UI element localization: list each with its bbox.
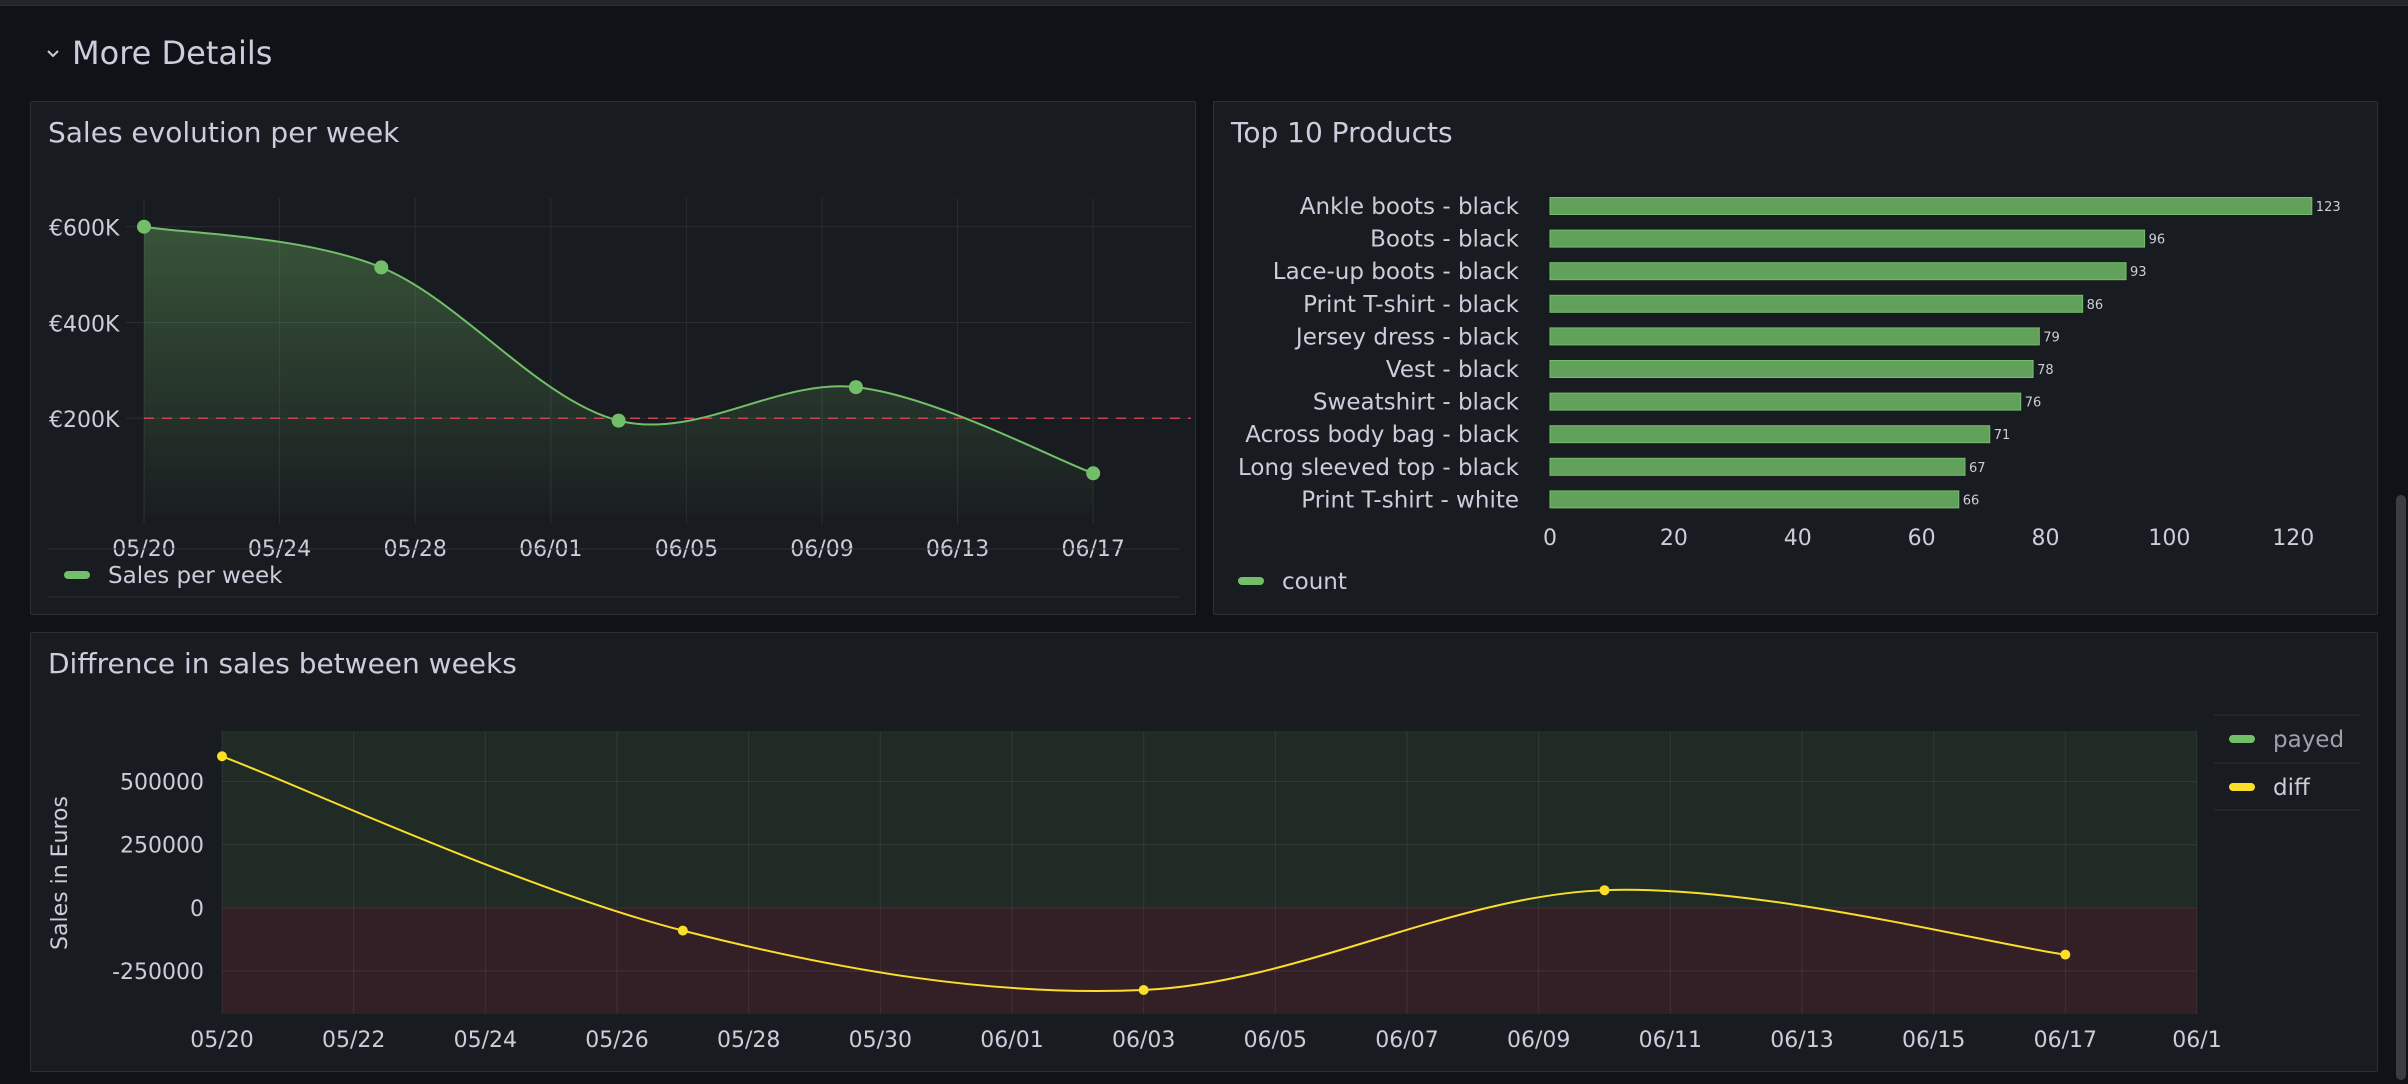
panel-top-products: Top 10 Products Ankle boots - black 123 Bo… bbox=[1213, 101, 2378, 615]
bar-value-label: 86 bbox=[2087, 298, 2104, 313]
top-bar bbox=[0, 0, 2408, 6]
y-tick-label: €600K bbox=[49, 217, 120, 242]
x-tick-label: 06/15 bbox=[1902, 1028, 1965, 1053]
bar bbox=[1549, 490, 1960, 509]
bar bbox=[1549, 294, 2084, 313]
x-tick-label: 06/01 bbox=[980, 1028, 1043, 1053]
x-tick-label: 40 bbox=[1784, 526, 1812, 551]
section-title: More Details bbox=[72, 34, 273, 72]
x-tick-label: 06/05 bbox=[1244, 1028, 1307, 1053]
x-tick-label: 06/13 bbox=[1770, 1028, 1833, 1053]
bar-value-label: 123 bbox=[2316, 200, 2341, 215]
bar bbox=[1549, 262, 2127, 281]
data-point bbox=[217, 751, 227, 762]
data-point bbox=[677, 925, 688, 936]
top-products-chart: Ankle boots - black 123 Boots - black 96 Lac… bbox=[1238, 194, 2341, 595]
x-tick-label: 05/22 bbox=[322, 1028, 385, 1053]
y-tick-label: €200K bbox=[49, 408, 120, 433]
x-tick-label: 06/1 bbox=[2172, 1028, 2221, 1053]
legend-label: count bbox=[1282, 569, 1347, 595]
bar-value-label: 96 bbox=[2149, 233, 2166, 248]
x-tick-label: 100 bbox=[2148, 526, 2190, 551]
category-label: Ankle boots - black bbox=[1300, 194, 1520, 220]
x-tick-label: 05/20 bbox=[190, 1028, 253, 1053]
category-label: Jersey dress - black bbox=[1294, 324, 1520, 350]
x-tick-label: 05/26 bbox=[585, 1028, 648, 1053]
bar bbox=[1549, 197, 2313, 215]
bar bbox=[1549, 327, 2040, 346]
category-label: Print T-shirt - black bbox=[1303, 292, 1520, 318]
data-point bbox=[374, 260, 389, 275]
x-tick-label: 80 bbox=[2031, 526, 2059, 551]
bar-value-label: 79 bbox=[2043, 330, 2060, 345]
category-label: Print T-shirt - white bbox=[1301, 487, 1519, 513]
data-point bbox=[2060, 949, 2071, 960]
legend-swatch bbox=[64, 571, 90, 579]
y-tick-label: 500000 bbox=[120, 771, 204, 796]
y-tick-label: -250000 bbox=[112, 960, 204, 985]
negative-band bbox=[222, 907, 2197, 1014]
bar-value-label: 93 bbox=[2130, 265, 2147, 280]
legend-swatch bbox=[1238, 577, 1264, 585]
bar-value-label: 71 bbox=[1994, 428, 2011, 443]
data-point bbox=[1599, 885, 1610, 896]
x-tick-label: 05/30 bbox=[849, 1028, 912, 1053]
chevron-down-icon bbox=[44, 44, 62, 62]
data-point bbox=[848, 380, 863, 395]
bar-value-label: 78 bbox=[2037, 363, 2054, 378]
bar bbox=[1549, 425, 1991, 444]
legend-label: diff bbox=[2273, 775, 2311, 801]
panel-title[interactable]: Top 10 Products bbox=[1231, 116, 1453, 149]
bar-value-label: 67 bbox=[1969, 461, 1986, 476]
y-tick-label: €400K bbox=[49, 312, 120, 337]
bar bbox=[1549, 229, 2146, 248]
y-axis-label: Sales in Euros bbox=[48, 796, 73, 950]
bar-value-label: 66 bbox=[1963, 493, 1980, 508]
y-tick-label: 250000 bbox=[120, 834, 204, 859]
x-tick-label: 05/28 bbox=[717, 1028, 780, 1053]
panel-sales-evolution: Sales evolution per week €200K €400K €600K… bbox=[30, 101, 1196, 615]
data-point bbox=[611, 413, 626, 428]
legend-swatch bbox=[2229, 735, 2255, 743]
legend-swatch bbox=[2229, 783, 2255, 791]
x-tick-label: 06/09 bbox=[1507, 1028, 1570, 1053]
legend-label: Sales per week bbox=[108, 563, 283, 589]
y-tick-label: 0 bbox=[190, 897, 204, 922]
category-label: Boots - black bbox=[1370, 227, 1520, 253]
panel-title[interactable]: Sales evolution per week bbox=[48, 116, 400, 149]
area-fill bbox=[144, 226, 1094, 514]
bar bbox=[1549, 360, 2034, 378]
data-point bbox=[1086, 466, 1101, 481]
x-tick-label: 20 bbox=[1660, 526, 1688, 551]
x-tick-label: 06/11 bbox=[1639, 1028, 1702, 1053]
x-tick-label: 120 bbox=[2272, 526, 2314, 551]
panel-sales-difference: Diffrence in sales between weeks 500000 2… bbox=[30, 632, 2378, 1072]
bar bbox=[1549, 392, 2022, 411]
category-label: Lace-up boots - black bbox=[1273, 259, 1520, 285]
x-tick-label: 60 bbox=[1908, 526, 1936, 551]
x-tick-label: 06/03 bbox=[1112, 1028, 1175, 1053]
data-point bbox=[137, 219, 151, 234]
bar-value-label: 76 bbox=[2025, 396, 2042, 411]
x-tick-label: 05/24 bbox=[454, 1028, 517, 1053]
panel-title[interactable]: Diffrence in sales between weeks bbox=[48, 647, 517, 680]
positive-band bbox=[222, 731, 2197, 908]
category-label: Vest - black bbox=[1386, 357, 1520, 383]
x-tick-label: 0 bbox=[1543, 526, 1557, 551]
data-point bbox=[1138, 984, 1149, 995]
sales-difference-chart: 500000 250000 0 -250000 05/20 05/22 05/24 05/26… bbox=[48, 714, 2361, 1053]
more-details-row[interactable]: More Details bbox=[44, 30, 272, 76]
category-label: Long sleeved top - black bbox=[1238, 455, 1520, 481]
scrollbar[interactable] bbox=[2396, 495, 2406, 1080]
x-tick-label: 06/17 bbox=[2034, 1028, 2097, 1053]
category-label: Sweatshirt - black bbox=[1313, 390, 1520, 416]
legend-label: payed bbox=[2273, 727, 2344, 753]
category-label: Across body bag - black bbox=[1245, 422, 1519, 448]
x-tick-label: 06/07 bbox=[1375, 1028, 1438, 1053]
bar bbox=[1549, 457, 1966, 476]
